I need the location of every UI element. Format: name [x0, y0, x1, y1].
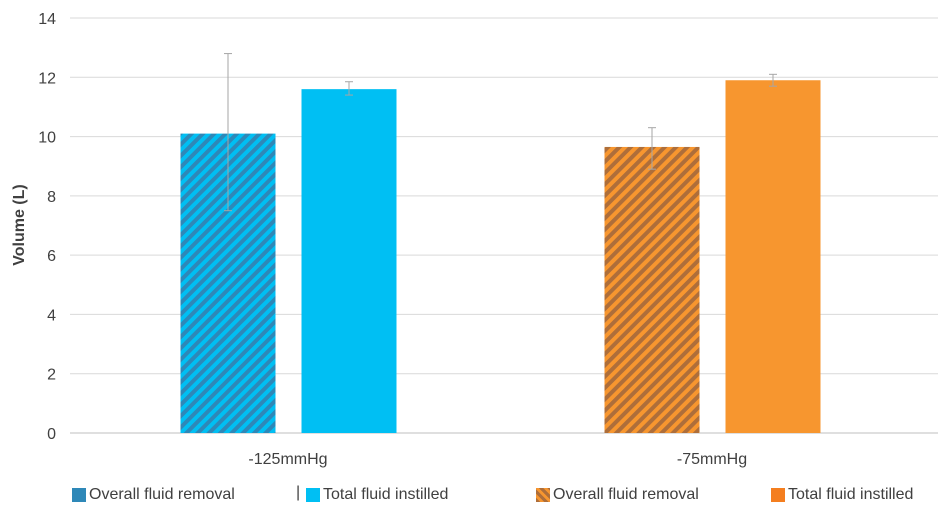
y-tick-label: 8 [47, 189, 56, 206]
legend-label: Overall fluid removal [89, 486, 235, 503]
bar-chart: 0 2 4 6 8 10 12 14 Volume (L) -125mmHg -75mmHg [11, 11, 938, 468]
legend-item-total-instilled-125: Total fluid instilled [306, 486, 448, 504]
legend-separator: | [296, 484, 301, 501]
bars [180, 80, 821, 434]
legend-label: Overall fluid removal [553, 486, 699, 503]
y-tick-label: 12 [38, 70, 56, 87]
x-tick-label: -125mmHg [248, 451, 327, 468]
legend-swatch [536, 488, 550, 502]
legend-label: Total fluid instilled [788, 486, 914, 503]
y-tick-label: 14 [38, 11, 56, 28]
y-axis-title: Volume (L) [11, 184, 28, 265]
bar [604, 146, 700, 434]
y-tick-label: 0 [47, 426, 56, 443]
bar [725, 80, 821, 433]
legend-item-overall-removal-125: Overall fluid removal [72, 486, 235, 504]
y-tick-label: 6 [47, 248, 56, 265]
x-tick-label: -75mmHg [677, 451, 747, 468]
legend-item-overall-removal-75: Overall fluid removal [536, 486, 699, 504]
legend-swatch [72, 488, 86, 502]
legend-swatch [771, 488, 785, 502]
y-tick-label: 2 [47, 367, 56, 384]
x-axis-ticks: -125mmHg -75mmHg [248, 451, 747, 468]
legend-item-total-instilled-75: Total fluid instilled [771, 486, 913, 504]
y-axis-ticks: 0 2 4 6 8 10 12 14 [38, 11, 56, 443]
legend-swatch [306, 488, 320, 502]
legend: Overall fluid removal | Total fluid inst… [0, 482, 950, 506]
bar [301, 89, 397, 434]
y-tick-label: 10 [38, 130, 56, 147]
error-bars [224, 53, 777, 212]
y-tick-label: 4 [47, 307, 56, 324]
legend-label: Total fluid instilled [323, 486, 449, 503]
